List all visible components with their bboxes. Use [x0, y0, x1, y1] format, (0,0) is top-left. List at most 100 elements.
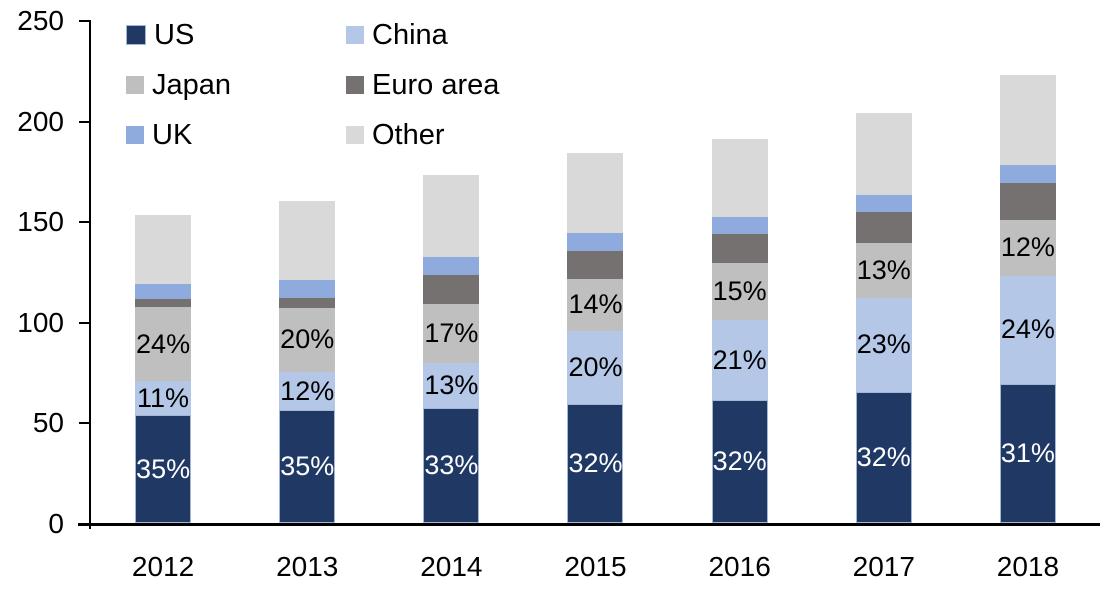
bar-segment-other [855, 112, 912, 196]
bar-segment-euro-area [135, 298, 192, 307]
segment-data-label: 12% [280, 375, 335, 406]
x-tick-label: 2016 [708, 551, 771, 582]
y-tick-mark [79, 221, 90, 224]
legend: US Japan UK China Euro area Other [126, 10, 499, 160]
bar-segment-us: 32% [567, 404, 624, 523]
bar-segment-uk [711, 217, 768, 235]
bar-segment-japan: 20% [279, 307, 336, 373]
legend-label: Japan [152, 68, 232, 101]
bar-segment-other [423, 174, 480, 258]
y-axis-line [89, 20, 91, 529]
bar-segment-other [135, 215, 192, 284]
bar-segment-euro-area [711, 234, 768, 263]
x-tick-label: 2014 [420, 551, 483, 582]
y-tick-label: 50 [32, 407, 64, 439]
bar-segment-euro-area [567, 251, 624, 279]
x-tick-label: 2015 [564, 551, 627, 582]
category-band-2015: 32% 20% 14% [523, 21, 667, 523]
legend-item-uk: UK [126, 110, 346, 160]
bar-segment-other [567, 152, 624, 234]
stacked-bar-2014: 33% 13% 17% [423, 174, 480, 523]
segment-data-label: 15% [712, 275, 767, 306]
segment-data-label: 13% [856, 254, 911, 285]
segment-data-label: 23% [856, 329, 911, 360]
stacked-bar-2018: 31% 24% 12% [999, 74, 1056, 523]
legend-item-other: Other [346, 110, 499, 160]
y-tick-mark [79, 20, 90, 22]
bar-segment-uk [999, 165, 1056, 184]
y-tick-label: 250 [17, 5, 64, 36]
bar-segment-us: 32% [855, 392, 912, 523]
segment-data-label: 32% [856, 442, 911, 473]
segment-data-label: 17% [424, 317, 479, 348]
bar-segment-china: 13% [423, 363, 480, 409]
y-tick-label: 150 [17, 206, 64, 238]
category-band-2016: 32% 21% 15% [668, 21, 812, 523]
x-axis-line [78, 523, 1100, 526]
legend-swatch-icon [126, 76, 144, 94]
bar-segment-china: 11% [135, 381, 192, 416]
bar-segment-uk [567, 233, 624, 252]
legend-swatch-icon [346, 76, 364, 94]
bar-segment-uk [855, 195, 912, 213]
legend-swatch-icon [346, 26, 364, 44]
y-tick-mark [79, 120, 90, 123]
bar-segment-japan: 12% [999, 220, 1056, 276]
bar-segment-other [711, 138, 768, 218]
segment-data-label: 24% [136, 328, 191, 359]
legend-label: Other [372, 118, 445, 151]
category-band-2017: 32% 23% 13% [812, 21, 956, 523]
bar-segment-us: 32% [711, 400, 768, 523]
bar-segment-japan: 13% [855, 243, 912, 298]
bar-segment-japan: 24% [135, 306, 192, 382]
y-tick-label: 100 [17, 306, 64, 338]
x-tick-label: 2017 [852, 551, 915, 582]
legend-label: Euro area [372, 68, 500, 101]
bar-segment-uk [279, 279, 336, 298]
segment-data-label: 35% [280, 451, 335, 482]
legend-item-japan: Japan [126, 60, 346, 110]
legend-item-us: US [126, 10, 346, 60]
legend-swatch-icon [346, 126, 364, 144]
bar-segment-euro-area [279, 297, 336, 308]
legend-swatch-icon [126, 25, 146, 45]
legend-label: US [154, 18, 195, 51]
bar-segment-euro-area [999, 183, 1056, 221]
legend-swatch-icon [126, 126, 144, 144]
bar-segment-china: 24% [999, 275, 1056, 385]
segment-data-label: 20% [280, 324, 335, 355]
bar-segment-uk [423, 257, 480, 276]
bar-segment-china: 20% [567, 330, 624, 405]
stacked-bar-2017: 32% 23% 13% [855, 112, 912, 523]
plot-area: 35% 11% 24% 35% 12% 20% 33% 13% 17% 32% 20% 14% 32% 2… [91, 21, 1100, 523]
segment-data-label: 20% [568, 352, 623, 383]
bar-segment-us: 33% [423, 408, 480, 523]
y-tick-mark [79, 321, 90, 324]
bar-segment-other [999, 74, 1056, 166]
legend-item-china: China [346, 10, 499, 60]
segment-data-label: 31% [1000, 438, 1055, 469]
x-tick-label: 2012 [131, 551, 195, 582]
stacked-bar-2016: 32% 21% 15% [711, 138, 768, 523]
bar-segment-china: 23% [855, 297, 912, 393]
bar-segment-us: 35% [279, 410, 336, 523]
category-band-2018: 31% 24% 12% [956, 21, 1100, 523]
bar-segment-us: 31% [999, 384, 1056, 523]
bar-segment-euro-area [423, 275, 480, 304]
bar-segment-japan: 14% [567, 278, 624, 331]
bar-segment-china: 21% [711, 319, 768, 401]
stacked-bar-2012: 35% 11% 24% [135, 215, 192, 523]
segment-data-label: 13% [424, 370, 479, 401]
y-tick-label: 200 [17, 105, 64, 137]
legend-label: UK [152, 118, 193, 151]
segment-data-label: 32% [712, 446, 767, 477]
bar-segment-euro-area [855, 212, 912, 244]
stacked-bar-2015: 32% 20% 14% [567, 152, 624, 523]
bar-segment-uk [135, 283, 192, 299]
bar-segment-japan: 17% [423, 303, 480, 364]
y-tick-label: 0 [48, 508, 64, 539]
x-axis-labels: 2012 2013 2014 2015 2016 2017 2018 [91, 551, 1100, 583]
y-tick-mark [79, 523, 90, 525]
bar-segment-other [279, 201, 336, 280]
